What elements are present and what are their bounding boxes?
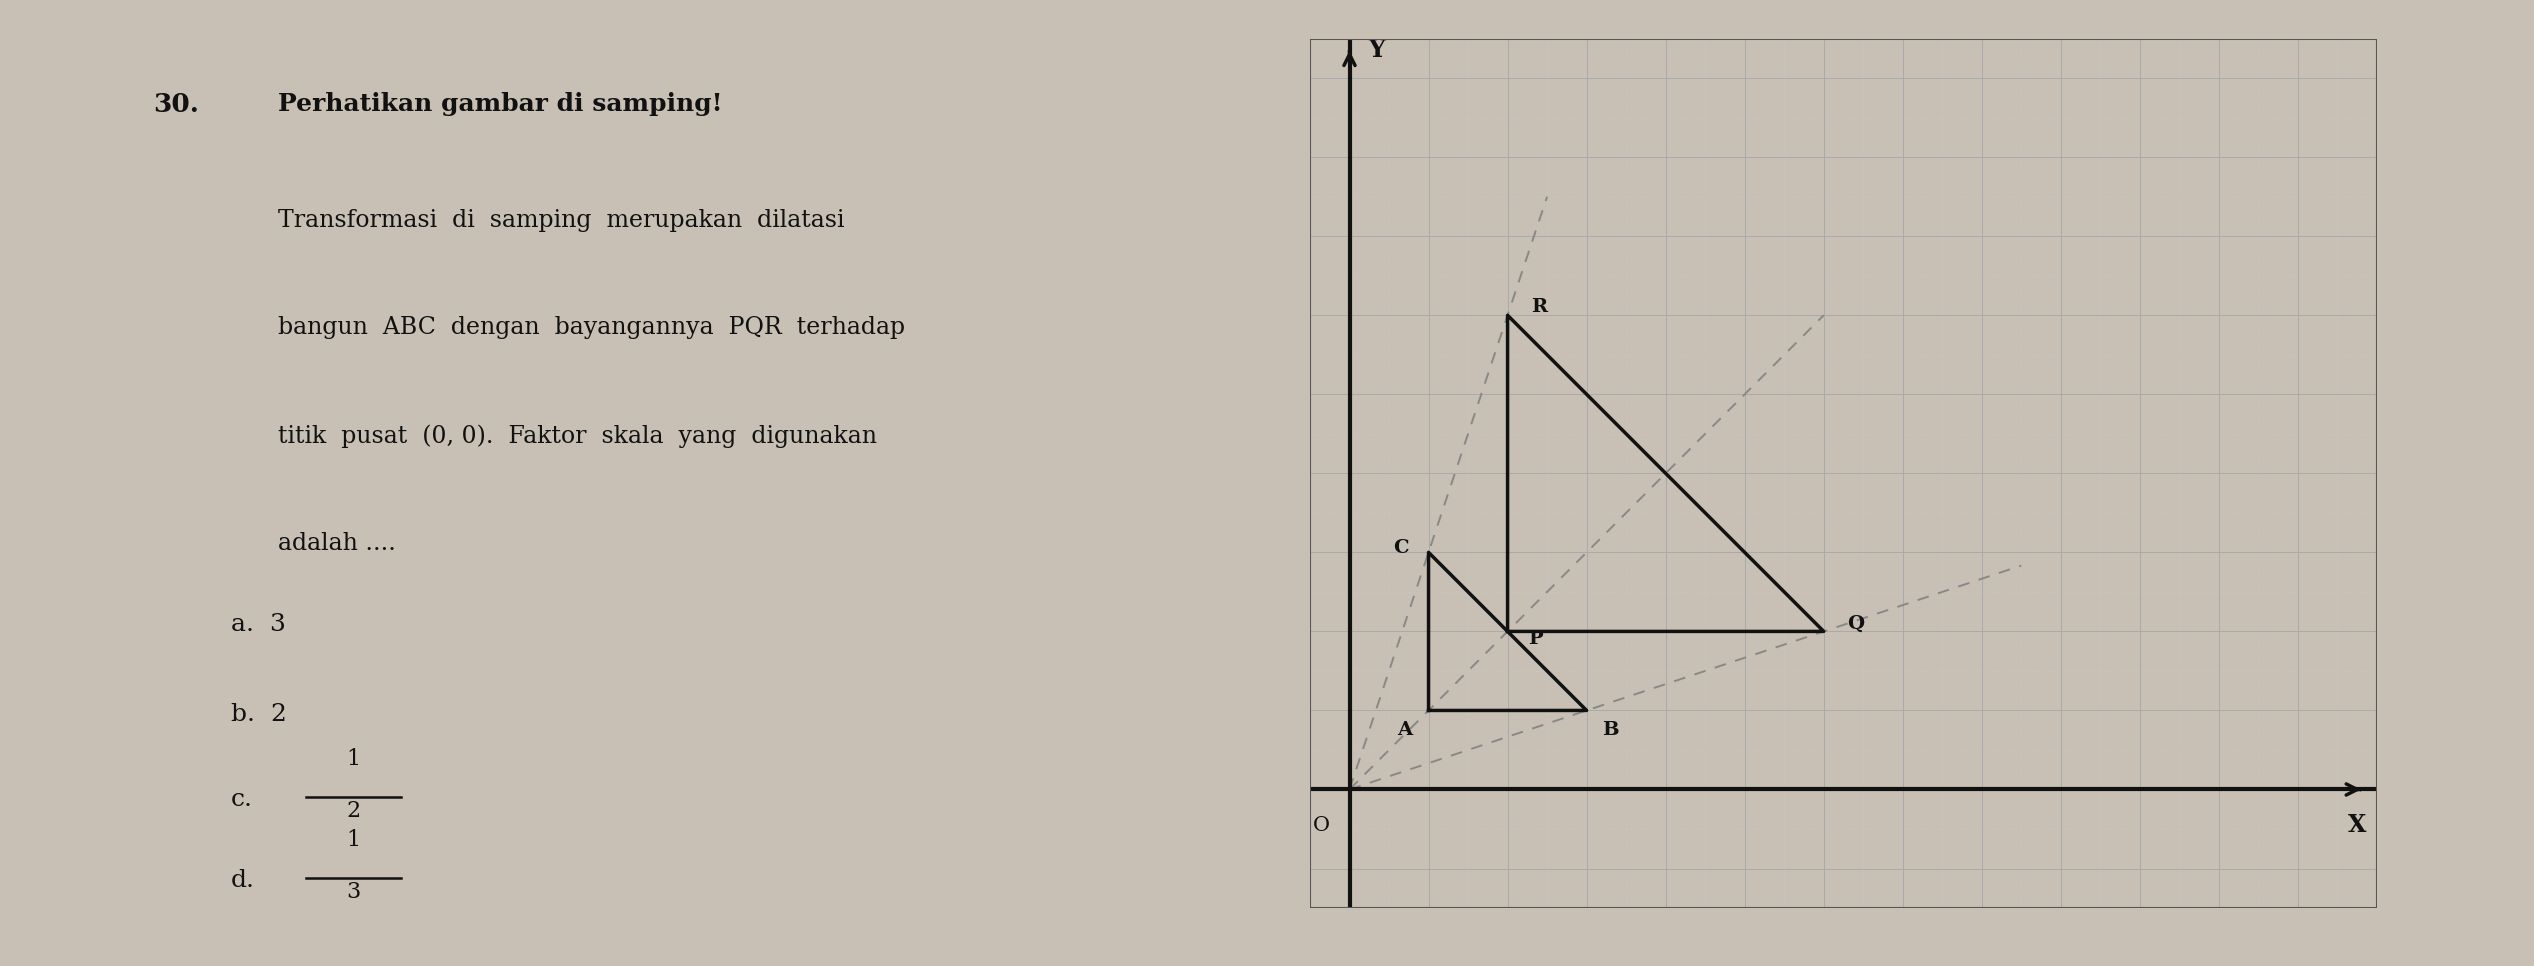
Text: O: O (1313, 815, 1330, 835)
Text: B: B (1601, 722, 1619, 739)
Text: 1: 1 (347, 829, 360, 851)
Text: A: A (1396, 722, 1411, 739)
Text: c.: c. (231, 788, 253, 811)
Text: R: R (1531, 298, 1548, 316)
Text: a.  3: a. 3 (231, 613, 286, 636)
Text: Y: Y (1368, 39, 1386, 63)
Text: 1: 1 (347, 748, 360, 770)
Text: titik  pusat  (0, 0).  Faktor  skala  yang  digunakan: titik pusat (0, 0). Faktor skala yang di… (279, 424, 877, 448)
Text: P: P (1528, 631, 1543, 648)
Text: 30.: 30. (152, 92, 200, 117)
Text: Q: Q (1847, 614, 1865, 633)
Text: b.  2: b. 2 (231, 703, 286, 725)
Text: C: C (1394, 539, 1409, 557)
Text: Perhatikan gambar di samping!: Perhatikan gambar di samping! (279, 92, 722, 116)
Text: X: X (2349, 813, 2367, 838)
Text: Transformasi  di  samping  merupakan  dilatasi: Transformasi di samping merupakan dilata… (279, 209, 844, 232)
Text: 3: 3 (347, 881, 360, 902)
Text: d.: d. (231, 869, 256, 892)
Text: 2: 2 (347, 800, 360, 822)
Text: adalah ....: adalah .... (279, 532, 395, 555)
Text: bangun  ABC  dengan  bayangannya  PQR  terhadap: bangun ABC dengan bayangannya PQR terhad… (279, 317, 905, 339)
